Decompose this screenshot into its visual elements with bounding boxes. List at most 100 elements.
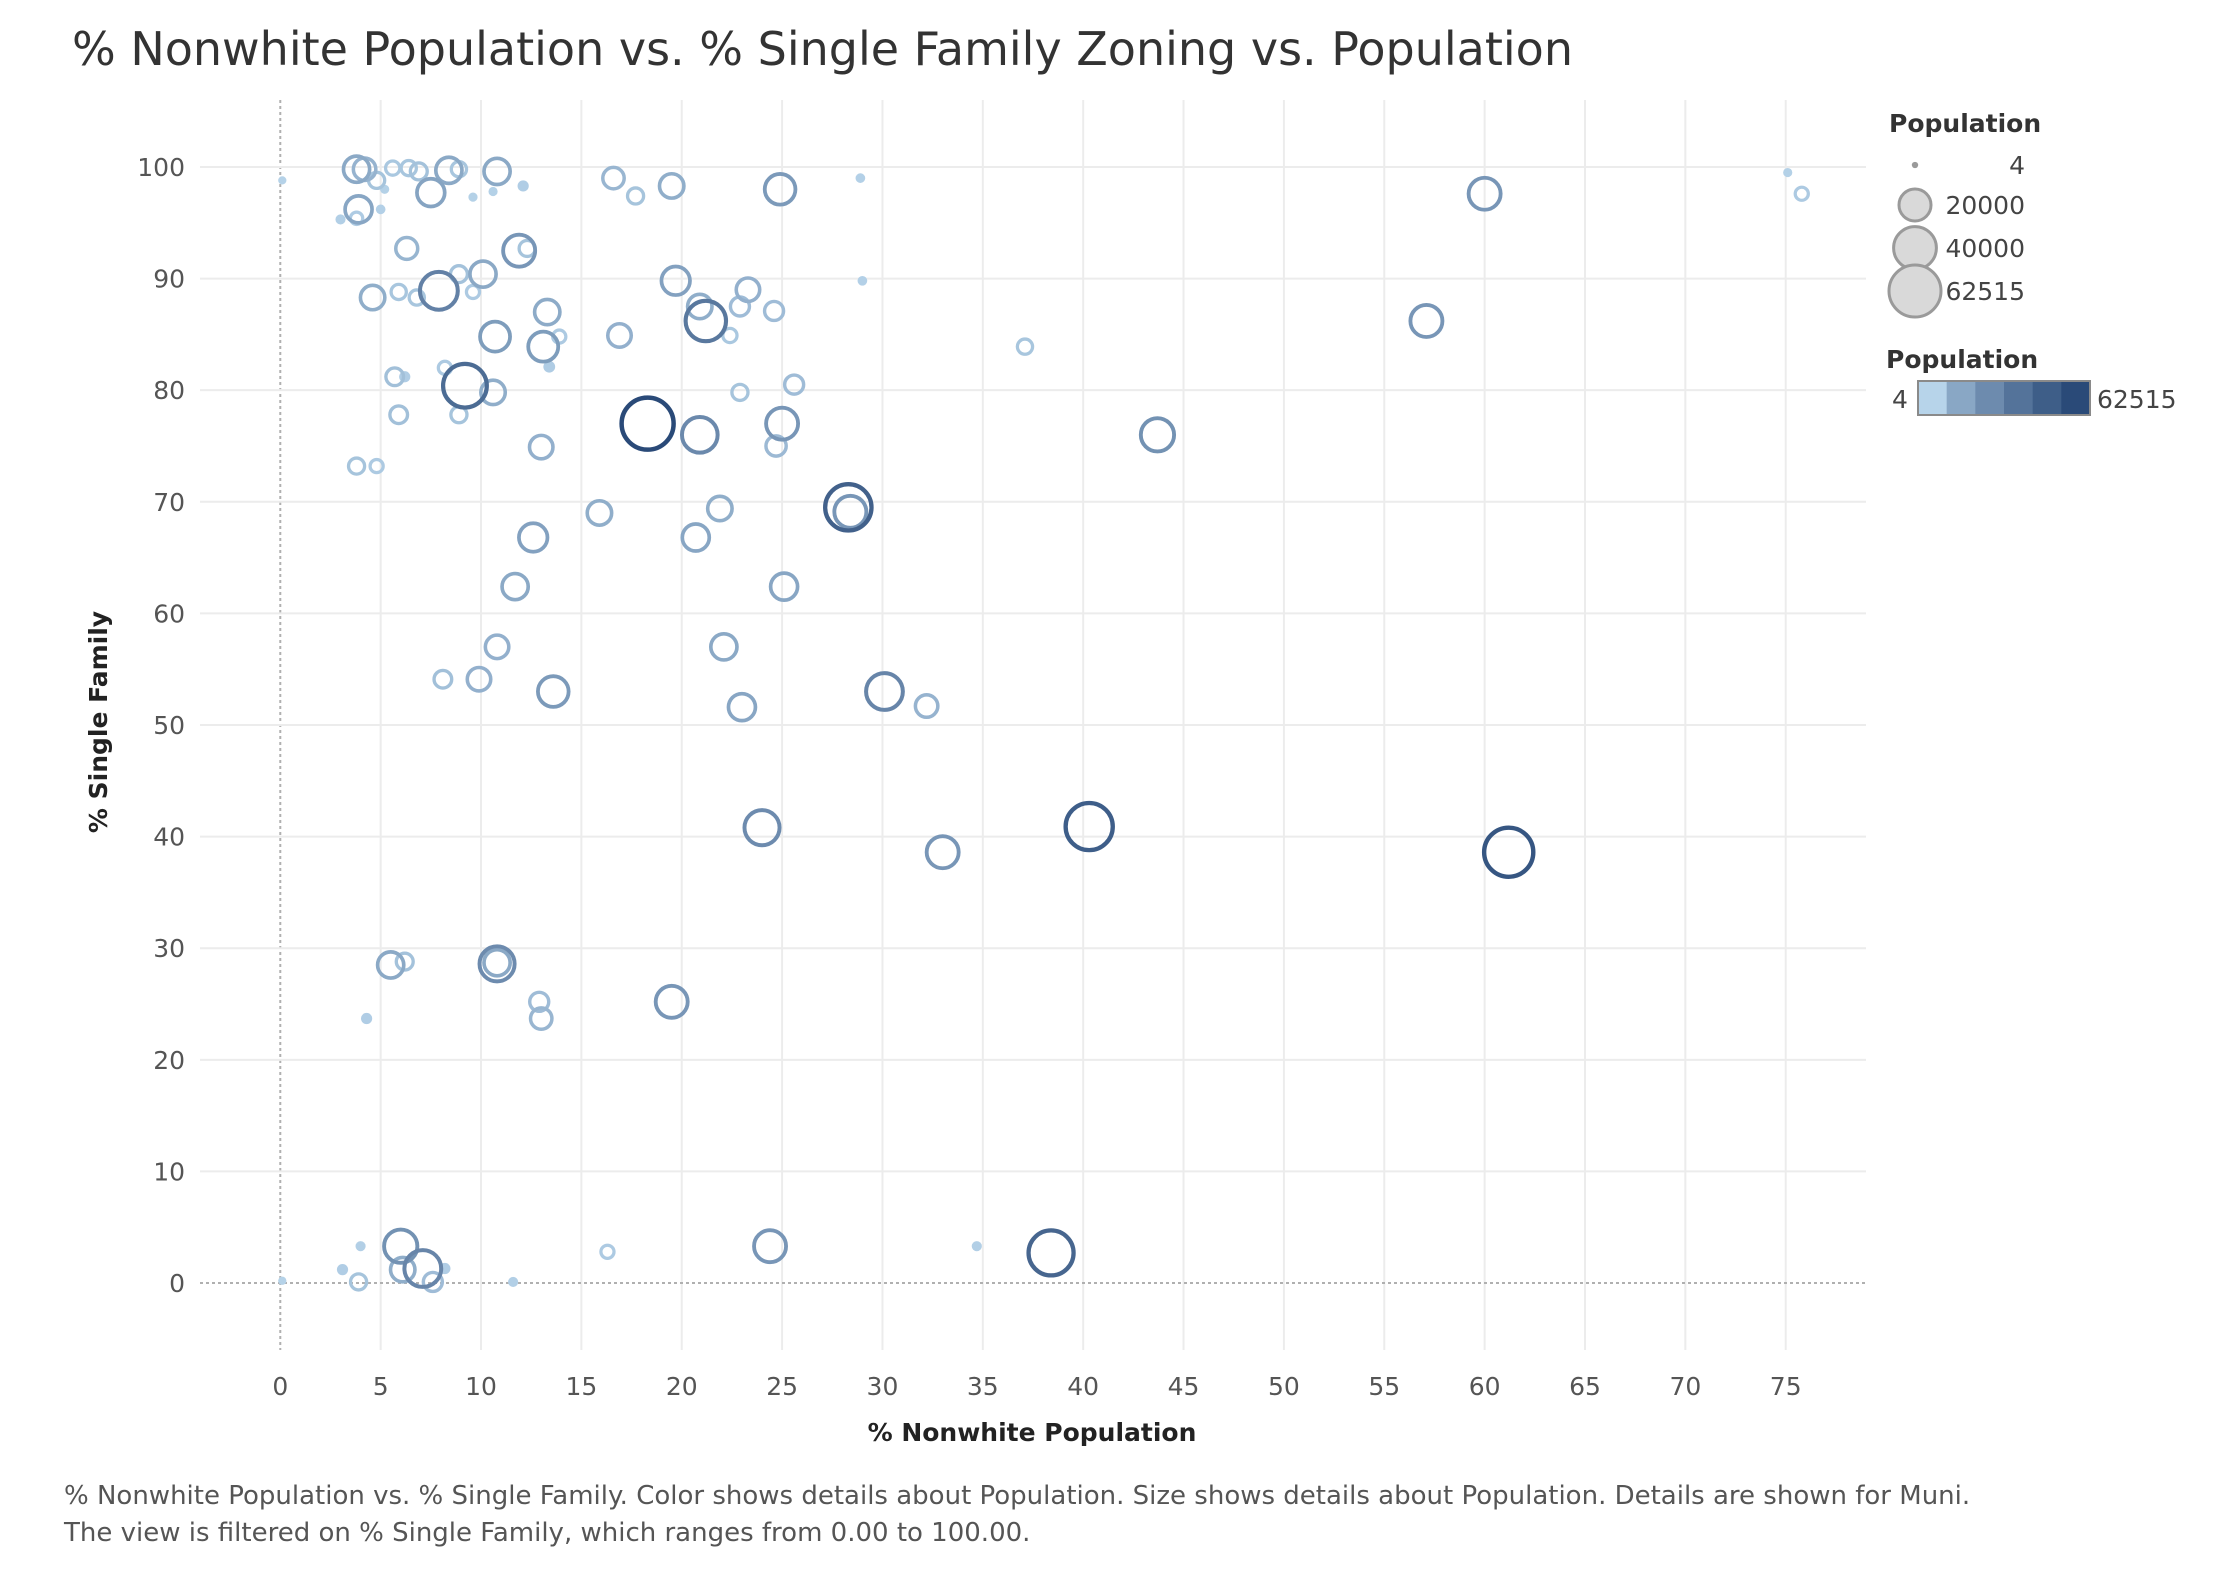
data-point <box>351 156 378 183</box>
data-point <box>375 950 406 980</box>
x-tick-label: 25 <box>766 1372 798 1401</box>
x-tick-label: 40 <box>1067 1372 1099 1401</box>
data-point <box>375 204 386 215</box>
data-point <box>501 232 538 269</box>
x-tick-label: 10 <box>465 1372 497 1401</box>
data-point <box>528 1006 554 1031</box>
data-point <box>488 186 498 197</box>
data-point <box>500 571 531 602</box>
data-points <box>278 154 1810 1294</box>
data-point <box>348 1272 369 1292</box>
y-tick-label: 40 <box>153 823 185 852</box>
data-point <box>762 172 798 207</box>
data-point <box>1466 175 1503 212</box>
color-legend-step <box>1946 381 1976 415</box>
data-point <box>407 288 427 307</box>
x-tick-label: 75 <box>1770 1372 1802 1401</box>
color-legend-max-label: 62515 <box>2097 385 2177 414</box>
x-tick-label: 50 <box>1268 1372 1300 1401</box>
size-legend-swatch <box>1892 225 1938 271</box>
data-point <box>764 434 788 458</box>
data-point <box>408 161 429 182</box>
x-tick-label: 30 <box>867 1372 899 1401</box>
data-point <box>368 457 385 475</box>
data-point <box>679 415 720 455</box>
size-legend-label: 40000 <box>1945 234 2025 263</box>
color-legend-step <box>1975 381 2005 415</box>
data-point <box>483 633 511 661</box>
data-point <box>1026 1228 1076 1278</box>
data-point <box>857 275 868 286</box>
data-point <box>721 326 739 345</box>
size-legend-swatch <box>1911 161 1919 169</box>
data-point <box>680 522 712 553</box>
data-point <box>399 158 419 178</box>
scatter-chart: 0 5 10 15 20 25 30 35 40 45 50 55 60 65 70 75 0 10 20 30 40 5… <box>84 100 2177 1447</box>
data-point <box>913 693 940 720</box>
data-point <box>440 361 489 410</box>
y-tick-label: 20 <box>153 1046 185 1075</box>
data-point <box>601 165 626 191</box>
x-tick-label: 70 <box>1669 1372 1701 1401</box>
data-point <box>402 1248 444 1289</box>
x-tick-label: 60 <box>1469 1372 1501 1401</box>
data-point <box>394 235 420 262</box>
data-point <box>478 319 512 354</box>
data-point <box>764 405 801 442</box>
data-point <box>465 665 493 693</box>
y-tick-label: 30 <box>153 934 185 963</box>
data-point <box>864 671 905 712</box>
color-legend: Population 4 62515 <box>1886 345 2177 416</box>
data-point <box>278 1276 287 1285</box>
data-point <box>508 1276 519 1287</box>
x-tick-label: 5 <box>373 1372 389 1401</box>
y-tick-label: 0 <box>169 1269 185 1298</box>
data-point <box>335 214 346 225</box>
data-point <box>752 1228 788 1265</box>
axes: 0 5 10 15 20 25 30 35 40 45 50 55 60 65 70 75 0 10 20 30 40 5… <box>137 153 1801 1401</box>
data-point <box>730 382 750 403</box>
y-tick-label: 60 <box>153 599 185 628</box>
gridlines <box>200 100 1866 1350</box>
y-tick-label: 80 <box>153 376 185 405</box>
size-legend-label: 20000 <box>1945 191 2025 220</box>
x-tick-label: 15 <box>565 1372 597 1401</box>
size-legend-label: 62515 <box>1945 277 2025 306</box>
data-point <box>657 171 686 200</box>
data-point <box>482 947 512 978</box>
data-point <box>394 951 415 972</box>
size-legend-title: Population <box>1889 109 2041 138</box>
data-point <box>517 180 529 192</box>
data-point <box>433 155 464 186</box>
data-point <box>477 944 517 984</box>
data-point <box>1793 185 1810 202</box>
chart-title: % Nonwhite Population vs. % Single Famil… <box>72 22 1573 76</box>
data-point <box>536 674 571 709</box>
data-point <box>532 297 562 327</box>
data-point <box>726 691 758 723</box>
data-point <box>341 154 372 185</box>
x-tick-label: 20 <box>666 1372 698 1401</box>
data-point <box>599 1243 616 1260</box>
data-point <box>705 494 734 523</box>
data-point <box>482 156 512 187</box>
data-point <box>388 404 410 426</box>
data-point <box>343 194 374 225</box>
data-point <box>708 631 739 662</box>
data-point <box>823 482 874 533</box>
data-point <box>742 808 782 848</box>
color-legend-step <box>2032 381 2062 415</box>
data-point <box>527 433 555 461</box>
data-point <box>605 321 634 350</box>
size-legend-swatch <box>1897 187 1933 223</box>
data-point <box>388 1255 417 1284</box>
data-point <box>421 1270 445 1294</box>
data-point <box>417 269 460 312</box>
data-point <box>543 360 556 373</box>
data-point <box>659 264 692 297</box>
y-tick-label: 100 <box>137 153 185 182</box>
data-point <box>432 668 454 690</box>
x-axis-title: % Nonwhite Population <box>868 1418 1197 1447</box>
data-point <box>653 983 690 1020</box>
color-legend-min-label: 4 <box>1892 385 1908 414</box>
